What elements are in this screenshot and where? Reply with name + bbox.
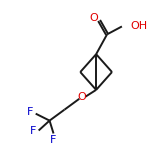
Text: O: O — [90, 12, 98, 22]
Text: F: F — [27, 107, 33, 117]
Text: OH: OH — [131, 21, 148, 31]
Text: F: F — [29, 126, 36, 136]
Text: F: F — [50, 135, 57, 145]
Text: O: O — [77, 92, 86, 102]
